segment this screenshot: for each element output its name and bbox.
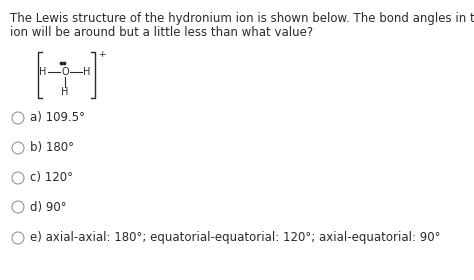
Text: e) axial-axial: 180°; equatorial-equatorial: 120°; axial-equatorial: 90°: e) axial-axial: 180°; equatorial-equator… <box>30 232 440 244</box>
Text: b) 180°: b) 180° <box>30 141 74 155</box>
Text: ion will be around but a little less than what value?: ion will be around but a little less tha… <box>10 26 313 39</box>
Text: +: + <box>98 50 106 59</box>
Text: The Lewis structure of the hydronium ion is shown below. The bond angles in this: The Lewis structure of the hydronium ion… <box>10 12 474 25</box>
Text: d) 90°: d) 90° <box>30 200 67 213</box>
Text: H: H <box>39 67 46 77</box>
Text: H: H <box>61 87 69 97</box>
Text: a) 109.5°: a) 109.5° <box>30 111 85 125</box>
Text: O: O <box>61 67 69 77</box>
Text: c) 120°: c) 120° <box>30 171 73 185</box>
Text: H: H <box>83 67 91 77</box>
